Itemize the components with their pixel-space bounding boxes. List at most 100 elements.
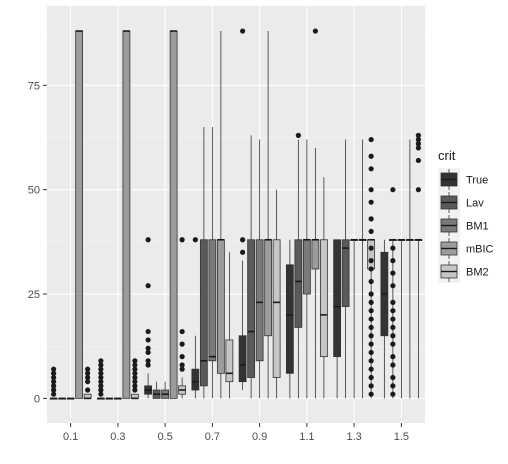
outlier-point [368, 166, 374, 172]
outlier-point [368, 258, 374, 264]
box-bm2-1.1 [319, 177, 328, 399]
x-tick-label: 0.9 [252, 431, 267, 443]
outlier-point [390, 383, 396, 389]
box-bm1-0.9 [255, 139, 264, 399]
outlier-point [98, 391, 104, 397]
box-bm1-0.7 [208, 127, 217, 399]
outlier-point [98, 383, 104, 389]
outlier-point [145, 349, 151, 356]
box-bm1-0.3 [113, 397, 122, 400]
outlier-point [368, 136, 374, 143]
box-bm2-0.3 [130, 358, 139, 400]
outlier-point [132, 383, 138, 389]
outlier-point [179, 354, 185, 360]
outlier-point [368, 316, 374, 322]
outlier-point [390, 299, 396, 305]
box-body [311, 239, 320, 270]
y-tick-label: 25 [28, 289, 40, 301]
outlier-point [295, 132, 301, 138]
outlier-point [132, 387, 138, 393]
outlier-point [368, 228, 374, 235]
legend: crit True Lav BM1 mBIC BM2 [438, 148, 494, 283]
legend-label: BM2 [466, 267, 489, 279]
legend-entry-lav: Lav [438, 191, 484, 214]
outlier-point [132, 374, 138, 381]
outlier-point [145, 283, 151, 289]
legend-entry-true: True [438, 168, 488, 191]
box-body [122, 30, 131, 399]
box-body [238, 335, 247, 383]
outlier-point [390, 354, 396, 360]
legend-label: BM1 [466, 221, 489, 233]
legend-title: crit [438, 148, 456, 163]
x-tick-label: 1.5 [394, 431, 409, 443]
box-mbic-1.5 [405, 139, 414, 399]
outlier-point [179, 362, 185, 368]
outlier-point [368, 308, 374, 314]
outlier-point [368, 199, 374, 205]
box-bm2-0.1 [83, 366, 92, 400]
box-body [367, 239, 376, 270]
outlier-point [390, 245, 396, 251]
box-body [225, 339, 234, 383]
outlier-point [368, 383, 374, 389]
outlier-point [51, 370, 57, 376]
outlier-point [415, 141, 421, 147]
outlier-point [132, 379, 138, 385]
y-tick-label: 75 [28, 80, 40, 92]
box-mbic-1.3 [358, 139, 367, 399]
outlier-point [51, 379, 57, 385]
outlier-point [368, 266, 374, 272]
box-bm2-1.3 [367, 136, 376, 399]
outlier-point [98, 358, 104, 364]
box-true-0.3 [96, 358, 105, 400]
outlier-point [368, 278, 374, 285]
outlier-point [132, 362, 138, 368]
legend-label: True [466, 175, 488, 187]
box-bm1-1.1 [302, 139, 311, 399]
outlier-point [368, 358, 374, 364]
box-lav-0.1 [58, 397, 67, 400]
outlier-point [132, 366, 138, 372]
outlier-point [368, 391, 374, 397]
x-tick-label: 1.1 [299, 431, 314, 443]
box-true-0.5 [144, 237, 153, 399]
outlier-point [368, 349, 374, 356]
outlier-point [368, 366, 374, 372]
outlier-point [368, 187, 374, 193]
box-lav-1.1 [294, 132, 303, 399]
box-body [169, 30, 178, 399]
box-bm2-1.5 [414, 132, 423, 399]
box-body [75, 30, 84, 399]
box-lav-1.5 [388, 187, 397, 399]
box-bm1-1.3 [350, 238, 359, 399]
box-body [294, 239, 303, 328]
box-mbic-0.1 [75, 30, 84, 399]
outlier-point [368, 291, 374, 297]
outlier-point [415, 157, 421, 164]
box-bm2-0.9 [272, 189, 281, 399]
outlier-point [179, 366, 185, 372]
outlier-point [98, 387, 104, 393]
y-tick-label: 50 [28, 185, 40, 197]
box-bm2-0.7 [225, 252, 234, 399]
outlier-point [85, 387, 91, 393]
outlier-point [415, 136, 421, 143]
outlier-point [85, 370, 91, 376]
box-true-1.3 [333, 239, 342, 399]
box-true-1.5 [380, 239, 389, 399]
outlier-point [368, 374, 374, 381]
outlier-point [390, 308, 396, 314]
box-mbic-0.5 [169, 30, 178, 399]
outlier-point [98, 379, 104, 385]
outlier-point [390, 270, 396, 276]
outlier-point [240, 28, 246, 34]
outlier-point [368, 333, 374, 339]
outlier-point [85, 379, 91, 385]
legend-entry-bm2: BM2 [438, 260, 489, 283]
box-body [285, 264, 294, 374]
box-lav-0.3 [105, 397, 114, 400]
outlier-point [390, 391, 396, 397]
box-mbic-0.3 [122, 30, 131, 399]
